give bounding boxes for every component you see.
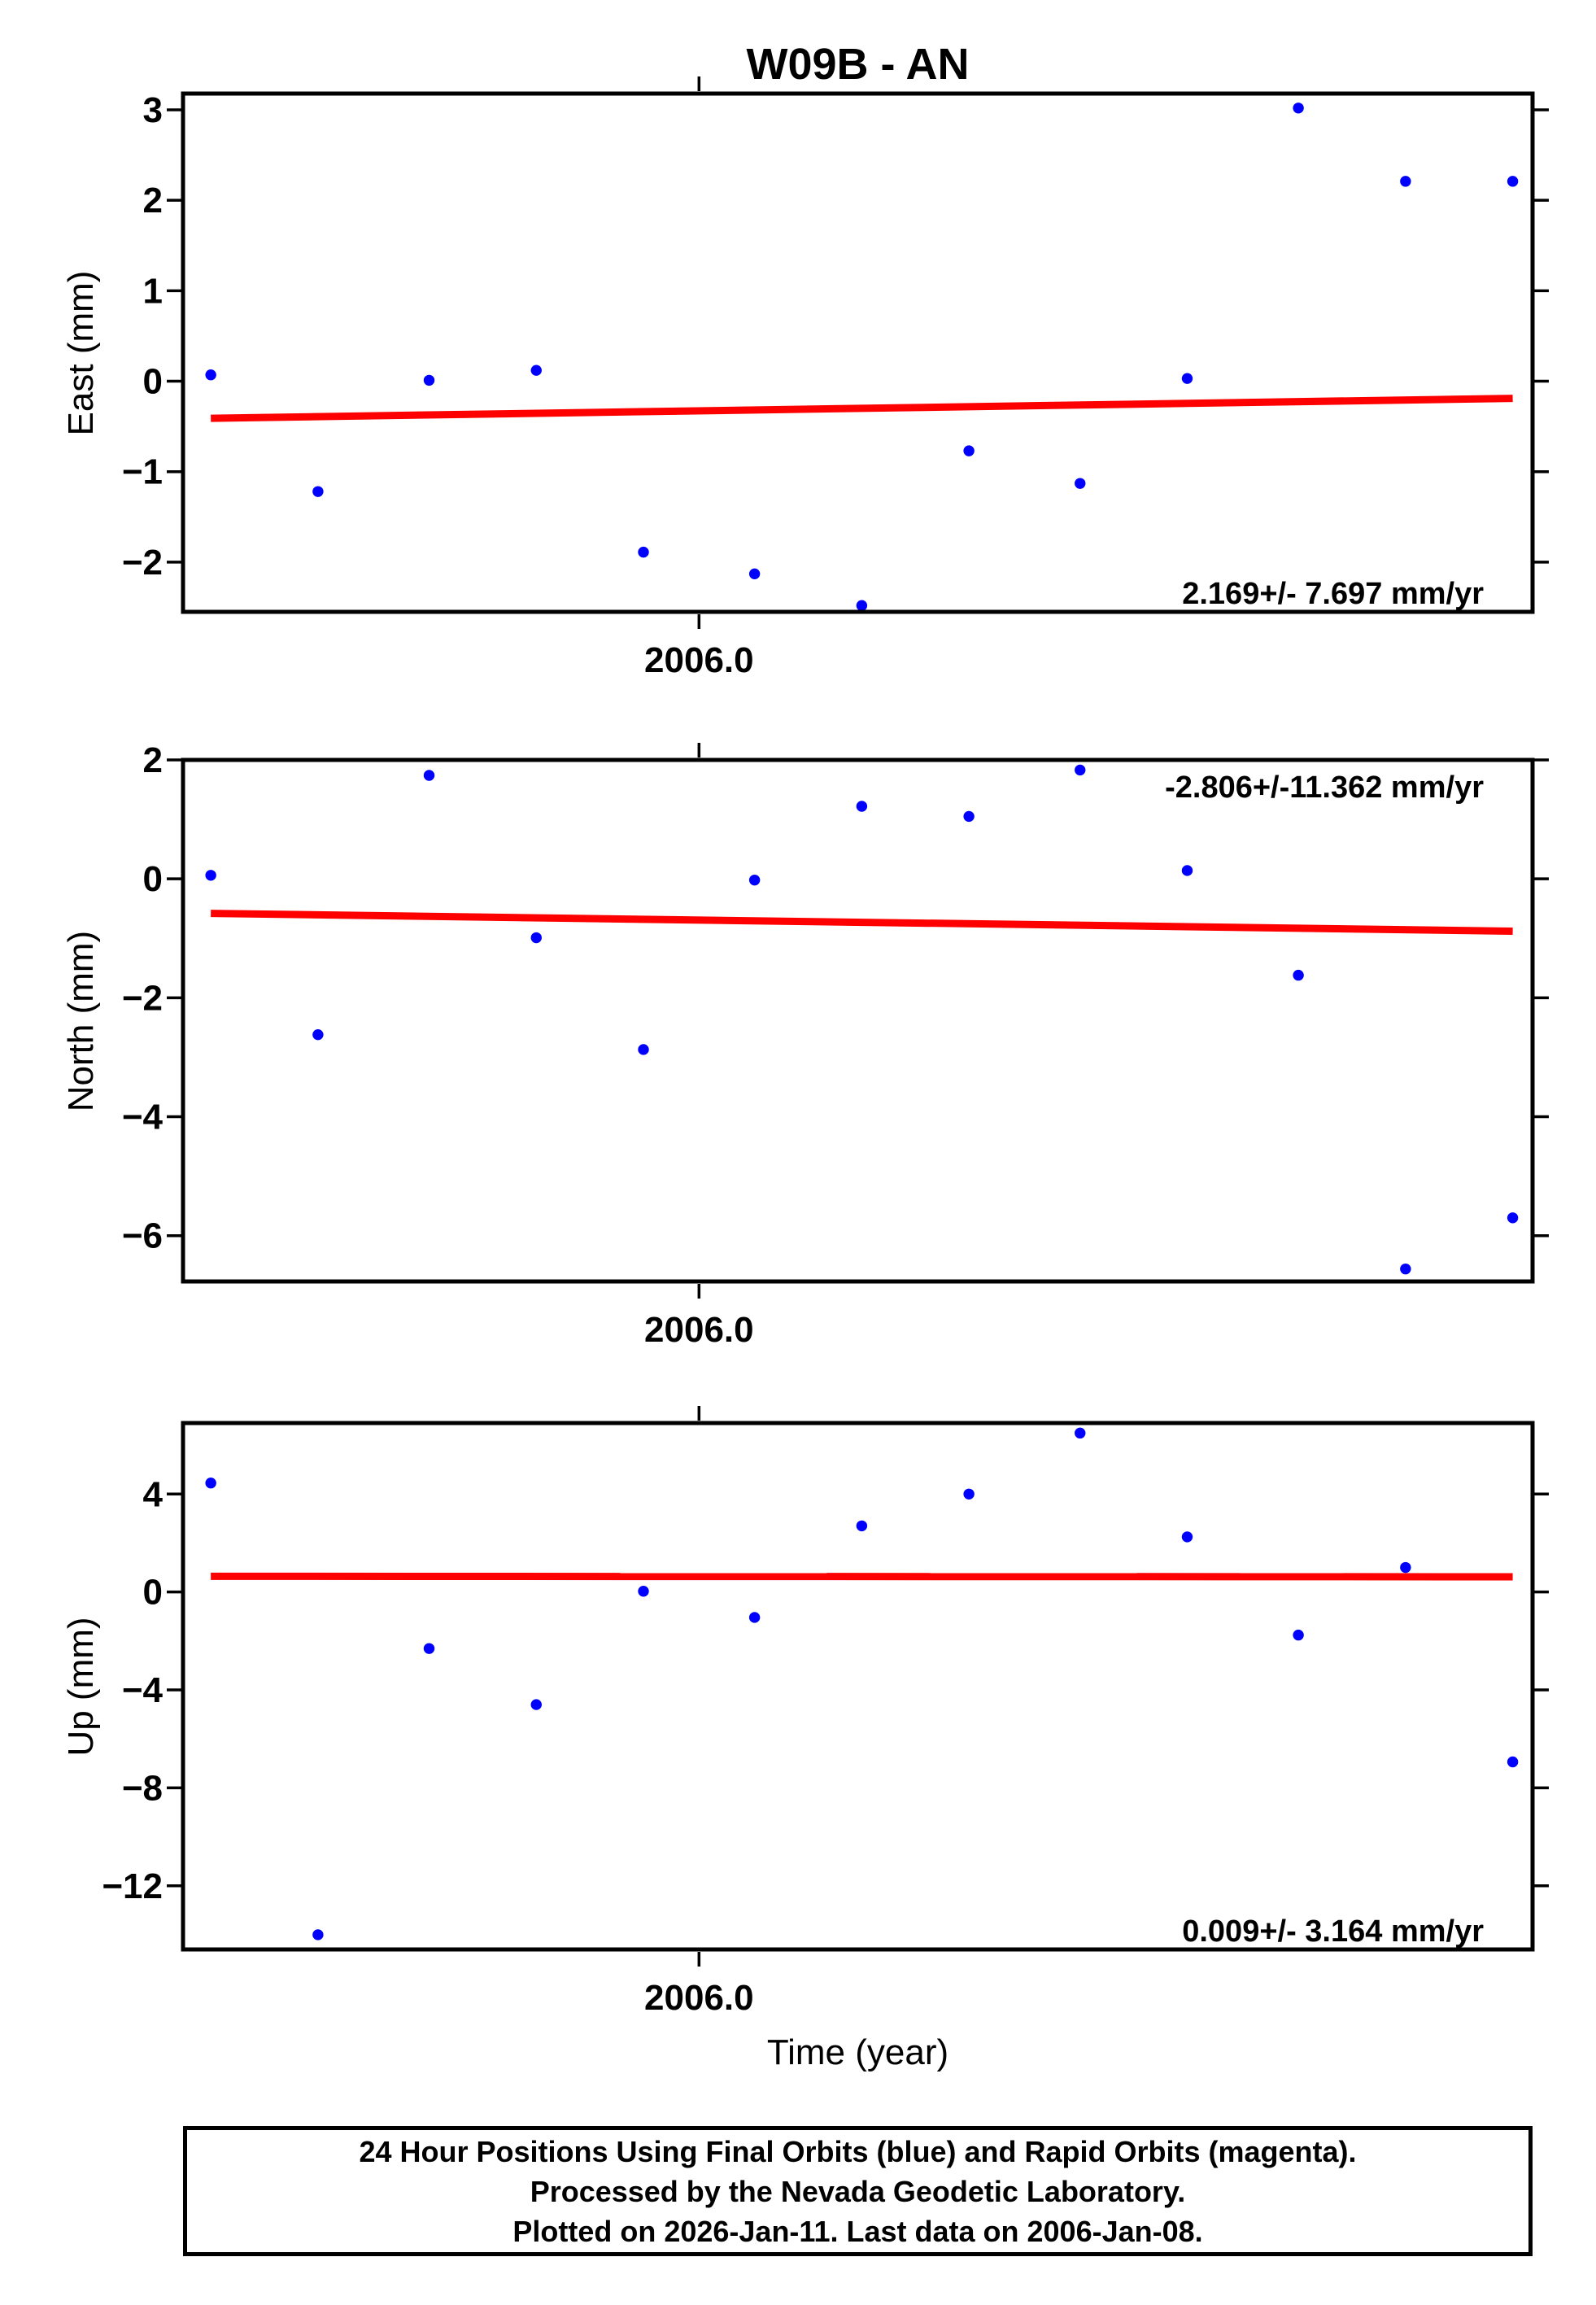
y-tick-label: −1 xyxy=(122,452,163,492)
y-tick-label: −4 xyxy=(122,1098,164,1137)
data-point xyxy=(530,932,542,944)
data-point xyxy=(638,1044,649,1055)
data-point xyxy=(1075,478,1086,489)
data-point xyxy=(205,870,216,881)
data-point xyxy=(1400,176,1411,187)
x-tick-label: 2006.0 xyxy=(644,1310,754,1350)
data-point xyxy=(530,1699,542,1710)
data-point xyxy=(963,810,975,823)
data-point xyxy=(856,600,868,611)
plot-frame xyxy=(181,757,1535,1284)
data-point xyxy=(1507,176,1519,187)
y-tick-label: −8 xyxy=(122,1768,163,1808)
data-point xyxy=(1181,373,1193,384)
data-point xyxy=(638,1586,649,1597)
data-point xyxy=(1181,865,1193,876)
caption-line-2: Processed by the Nevada Geodetic Laborat… xyxy=(530,2174,1186,2208)
data-point xyxy=(856,801,868,812)
x-axis-label: Time (year) xyxy=(766,2032,949,2072)
plot-frame xyxy=(181,91,1535,614)
data-point xyxy=(1293,969,1304,981)
data-point xyxy=(423,770,435,781)
data-point xyxy=(312,1028,324,1041)
data-point xyxy=(638,546,649,558)
y-tick-label: −12 xyxy=(102,1866,163,1906)
data-point xyxy=(312,486,324,497)
y-tick-label: 3 xyxy=(143,90,163,130)
data-point xyxy=(963,445,975,456)
data-point xyxy=(1075,1427,1086,1439)
data-point xyxy=(963,1488,975,1500)
data-point xyxy=(423,374,435,386)
plot-east: 3 2 1 0 −1 −2 2006.0 2.169+/- 7.697 mm/yr xyxy=(122,76,1549,680)
data-point xyxy=(530,365,542,376)
trend-annotation: 2.169+/- 7.697 mm/yr xyxy=(1182,577,1484,611)
data-point xyxy=(1400,1263,1411,1275)
data-point xyxy=(1507,1756,1519,1768)
trend-line xyxy=(211,395,1513,422)
y-tick-label: 0 xyxy=(143,859,163,899)
plot-frame xyxy=(181,1421,1535,1952)
data-point xyxy=(1400,1561,1411,1574)
y-axis-label-up: Up (mm) xyxy=(61,1617,101,1757)
y-axis-label-north: North (mm) xyxy=(61,930,101,1112)
y-tick-label: 2 xyxy=(143,181,163,220)
trend-annotation: -2.806+/-11.362 mm/yr xyxy=(1165,771,1484,805)
data-point xyxy=(856,1520,868,1532)
caption-line-1: 24 Hour Positions Using Final Orbits (bl… xyxy=(359,2134,1357,2168)
y-tick-label: 0 xyxy=(143,1573,163,1613)
data-point xyxy=(748,568,761,580)
x-tick-label: 2006.0 xyxy=(644,1978,754,2018)
caption-box: 24 Hour Positions Using Final Orbits (bl… xyxy=(183,2126,1533,2256)
data-point xyxy=(423,1643,435,1654)
data-point xyxy=(1507,1212,1519,1224)
data-point xyxy=(1293,103,1304,114)
trend-annotation: 0.009+/- 3.164 mm/yr xyxy=(1182,1914,1484,1949)
y-tick-label: 4 xyxy=(143,1474,164,1514)
y-tick-label: 0 xyxy=(143,362,163,402)
y-tick-label: 2 xyxy=(143,740,163,780)
page-title: W09B - AN xyxy=(746,40,970,89)
x-tick-label: 2006.0 xyxy=(644,640,754,680)
data-point xyxy=(312,1929,324,1940)
y-axis-label-east: East (mm) xyxy=(61,270,101,436)
data-point xyxy=(748,1612,761,1623)
y-tick-label: −2 xyxy=(122,978,163,1018)
y-tick-label: −2 xyxy=(122,543,163,583)
plot-up: 4 0 −4 −8 −12 2006.0 0.009+/- 3.164 mm/yr xyxy=(102,1406,1549,2018)
trend-line xyxy=(211,910,1513,935)
y-tick-label: 1 xyxy=(143,271,163,311)
trend-line xyxy=(211,1572,1513,1581)
data-point xyxy=(205,369,216,381)
data-point xyxy=(205,1478,216,1489)
y-tick-label: −6 xyxy=(122,1216,163,1256)
data-point xyxy=(1181,1531,1193,1543)
plot-north: 2 0 −2 −4 −6 2006.0 -2.806+/-11.362 mm/yr xyxy=(122,740,1549,1350)
data-point xyxy=(1293,1629,1304,1641)
data-point xyxy=(1075,764,1086,776)
caption-line-3: Plotted on 2026-Jan-11. Last data on 200… xyxy=(512,2214,1203,2248)
y-tick-label: −4 xyxy=(122,1670,164,1710)
data-point xyxy=(748,874,761,886)
